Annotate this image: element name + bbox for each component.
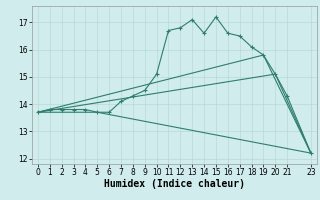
X-axis label: Humidex (Indice chaleur): Humidex (Indice chaleur) [104, 179, 245, 189]
